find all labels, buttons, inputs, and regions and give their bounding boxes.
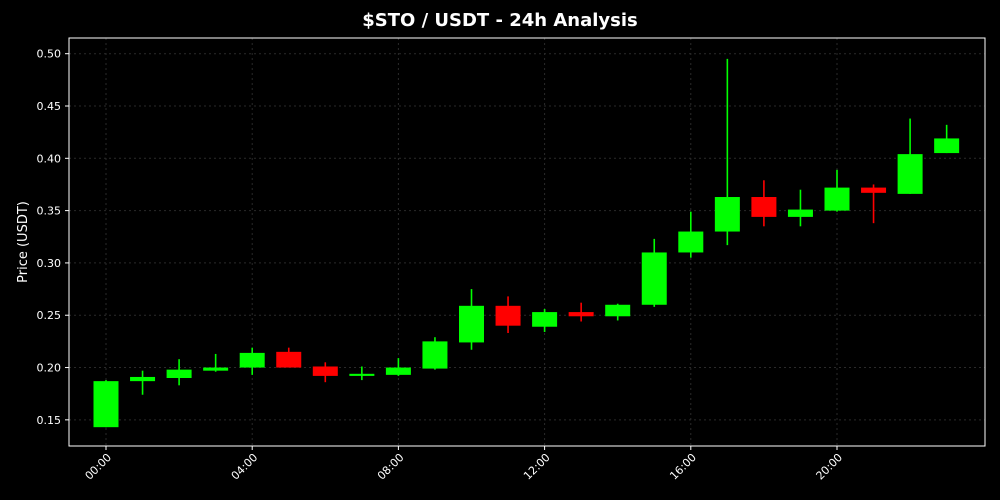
candle <box>495 296 521 334</box>
candle-body-down <box>861 187 887 193</box>
x-tick-label: 20:00 <box>814 451 846 483</box>
y-axis-label: Price (USDT) <box>16 201 31 283</box>
candle-body-up <box>641 252 667 305</box>
candle-body-up <box>422 341 448 369</box>
candle <box>93 380 119 428</box>
candle-body-down <box>751 197 777 217</box>
candle <box>239 347 265 375</box>
x-axis: 00:00 04:00 08:00 12:00 16:00 20:00 <box>83 446 846 483</box>
y-tick-label: 0.50 <box>37 48 62 61</box>
candle-body-up <box>787 209 813 217</box>
y-tick-label: 0.40 <box>37 152 62 165</box>
candle-body-up <box>349 373 375 376</box>
candle <box>203 353 229 372</box>
candle <box>276 347 302 368</box>
candle <box>349 366 375 381</box>
candle-body-up <box>532 312 558 327</box>
candle-body-up <box>714 197 740 232</box>
candle <box>714 58 740 246</box>
x-tick-label: 12:00 <box>521 451 553 483</box>
x-tick-label: 00:00 <box>83 451 115 483</box>
candle <box>568 302 594 322</box>
candle <box>751 180 777 227</box>
candle <box>934 124 960 154</box>
candle <box>422 337 448 370</box>
candle <box>385 358 411 376</box>
grid-lines <box>69 38 985 446</box>
candle-body-down <box>312 366 338 376</box>
candle <box>787 189 813 227</box>
candle-body-up <box>934 138 960 154</box>
candle <box>532 308 558 332</box>
candle-body-up <box>166 369 192 378</box>
x-tick-label: 16:00 <box>667 451 699 483</box>
candle <box>130 370 156 395</box>
candle-body-up <box>459 305 484 343</box>
candle <box>605 303 631 321</box>
candle-body-up <box>203 367 229 371</box>
candle-body-up <box>130 376 156 382</box>
candle-body-up <box>897 154 923 194</box>
y-tick-label: 0.20 <box>37 362 62 375</box>
candle <box>897 118 923 194</box>
candles <box>93 58 960 428</box>
candle <box>678 211 704 258</box>
candle-body-up <box>678 231 704 253</box>
y-axis: 0.15 0.20 0.25 0.30 0.35 0.40 0.45 0.50 <box>37 48 69 427</box>
y-tick-label: 0.15 <box>37 414 62 427</box>
candle <box>824 169 850 212</box>
plot-frame <box>68 37 986 447</box>
candle-body-down <box>276 351 302 368</box>
candle-body-up <box>605 304 631 317</box>
candle <box>861 184 887 224</box>
candle <box>166 359 192 386</box>
candle <box>459 289 484 350</box>
candle-body-down <box>495 305 521 326</box>
candle-body-up <box>93 381 119 428</box>
y-tick-label: 0.45 <box>37 100 62 113</box>
y-tick-label: 0.35 <box>37 205 62 218</box>
candle-body-up <box>239 352 265 368</box>
candle-body-up <box>385 367 411 375</box>
chart-title: $STO / USDT - 24h Analysis <box>362 10 638 31</box>
x-tick-label: 04:00 <box>229 451 261 483</box>
candle-body-up <box>824 187 850 211</box>
y-tick-label: 0.30 <box>37 257 62 270</box>
y-tick-label: 0.25 <box>37 309 62 322</box>
candle <box>312 362 338 383</box>
x-tick-label: 08:00 <box>375 451 407 483</box>
candle <box>641 238 667 307</box>
candle-body-down <box>568 312 594 317</box>
